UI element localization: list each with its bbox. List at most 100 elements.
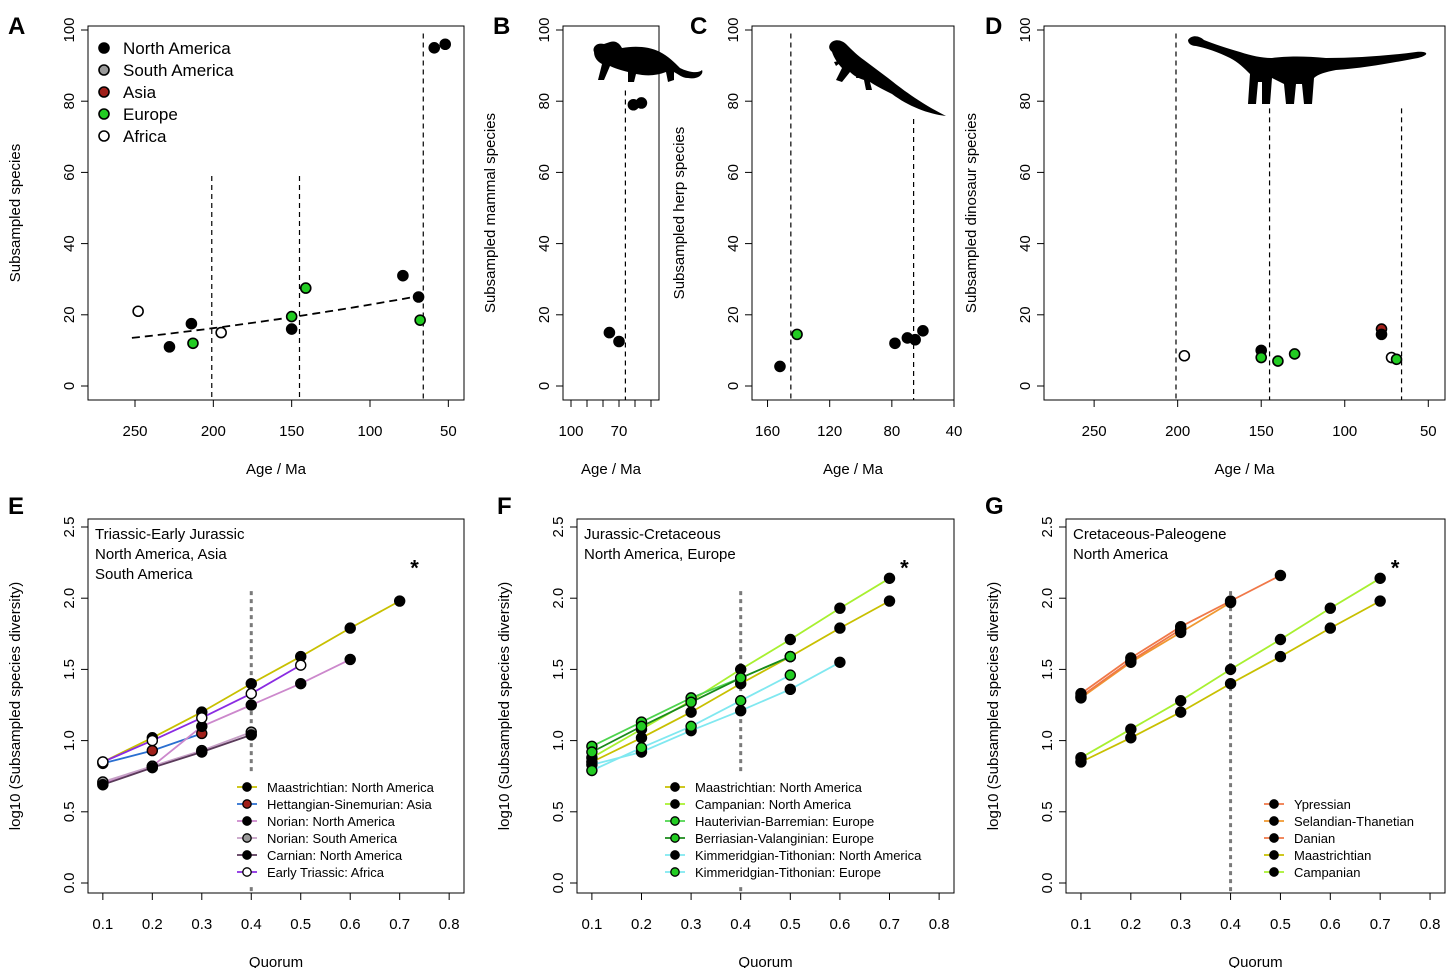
legend: Maastrichtian: North America Campanian: N… bbox=[661, 775, 951, 887]
y-tick-label: 0.5 bbox=[61, 801, 78, 822]
data-point bbox=[1390, 353, 1403, 366]
data-point bbox=[132, 305, 144, 318]
legend-label: Ypressian bbox=[1294, 797, 1351, 812]
mammal-silhouette-icon bbox=[593, 41, 703, 82]
data-point bbox=[1274, 650, 1287, 663]
y-axis-label: Subsampled species bbox=[7, 144, 24, 282]
panel-a: A 0 20 40 60 80 100 Subsampled species 250 200 150… bbox=[7, 13, 465, 478]
y-axis-label: log10 (Subsampled species diversity) bbox=[496, 582, 513, 830]
data-point bbox=[245, 699, 257, 711]
panel-title-line: Cretaceous-Paleogene bbox=[1073, 526, 1226, 543]
data-point bbox=[163, 341, 176, 353]
data-point bbox=[1224, 596, 1237, 609]
data-point bbox=[187, 337, 199, 350]
data-point bbox=[97, 756, 109, 768]
x-axis: 250 200 150 100 50 Age / Ma bbox=[1082, 399, 1437, 478]
data-point bbox=[889, 337, 901, 350]
legend-marker bbox=[670, 850, 680, 860]
x-tick-label: 50 bbox=[440, 423, 457, 440]
data-point bbox=[1174, 623, 1187, 636]
panel-e: E 0.0 0.5 1.0 1.5 2.0 2.5 log10 (Subsampled spe… bbox=[7, 493, 465, 968]
y-tick-label: 100 bbox=[61, 17, 78, 42]
data-point bbox=[428, 41, 441, 54]
data-point bbox=[1375, 328, 1388, 341]
y-tick-label: 20 bbox=[536, 306, 553, 323]
x-axis-label: Quorum bbox=[738, 954, 792, 968]
data-point bbox=[1178, 349, 1191, 362]
y-tick-label: 0 bbox=[725, 382, 742, 390]
data-point bbox=[245, 729, 257, 741]
y-tick-label: 0.0 bbox=[550, 873, 567, 894]
data-point bbox=[215, 326, 227, 339]
x-tick-label: 160 bbox=[755, 423, 780, 440]
sauropod-silhouette-icon bbox=[1188, 36, 1427, 104]
panel-title-line: Jurassic-Cretaceous bbox=[584, 526, 721, 543]
y-tick-label: 2.5 bbox=[1039, 517, 1056, 538]
x-tick-label: 0.8 bbox=[1420, 916, 1441, 933]
y-tick-label: 100 bbox=[1017, 17, 1034, 42]
data-point bbox=[285, 323, 298, 335]
lizard-body bbox=[829, 40, 946, 116]
data-point bbox=[784, 650, 797, 663]
data-point bbox=[613, 335, 625, 348]
data-point bbox=[344, 653, 356, 666]
y-tick-label: 80 bbox=[61, 93, 78, 110]
x-axis-label: Age / Ma bbox=[581, 461, 642, 478]
legend-marker bbox=[242, 816, 252, 826]
y-tick-label: 40 bbox=[61, 235, 78, 252]
y-tick-label: 100 bbox=[725, 17, 742, 42]
data-point bbox=[1224, 677, 1237, 690]
data-point bbox=[1125, 723, 1137, 735]
x-tick-label: 0.8 bbox=[929, 916, 950, 933]
x-tick-label: 150 bbox=[1249, 423, 1274, 440]
legend-label: Asia bbox=[123, 83, 157, 102]
legend-label: Selandian-Thanetian bbox=[1294, 814, 1414, 829]
x-axis: 160 120 80 40 Age / Ma bbox=[755, 399, 962, 478]
x-tick-label: 0.5 bbox=[290, 916, 311, 933]
x-tick-label: 0.2 bbox=[631, 916, 652, 933]
legend-marker bbox=[242, 850, 252, 860]
y-tick-label: 80 bbox=[1017, 93, 1034, 110]
data-point bbox=[685, 706, 697, 718]
legend-marker bbox=[242, 782, 252, 792]
x-axis: 0.1 0.2 0.3 0.4 0.5 0.6 0.7 0.8 Quorum bbox=[1071, 892, 1441, 968]
data-point bbox=[685, 696, 697, 708]
x-axis: 250 200 150 100 50 Age / Ma bbox=[122, 399, 457, 478]
legend-marker bbox=[670, 782, 680, 792]
panel-g: G 0.0 0.5 1.0 1.5 2.0 2.5 log10 (Subsampled spe… bbox=[985, 493, 1446, 968]
legend-label: Carnian: North America bbox=[267, 848, 403, 863]
legend-label: Early Triassic: Africa bbox=[267, 865, 385, 880]
data-point bbox=[1288, 348, 1301, 360]
x-tick-label: 0.4 bbox=[241, 916, 262, 933]
legend: Maastrichtian: North America Hettangian-S… bbox=[233, 775, 461, 887]
y-tick-label: 1.0 bbox=[1039, 730, 1056, 751]
data-point bbox=[299, 282, 312, 294]
data-point bbox=[1255, 351, 1268, 364]
x-axis-label: Age / Ma bbox=[1214, 461, 1275, 478]
data-point bbox=[734, 704, 747, 717]
x-tick-label: 0.1 bbox=[581, 916, 602, 933]
legend-marker bbox=[98, 108, 110, 120]
legend-label: Africa bbox=[123, 127, 167, 146]
y-tick-label: 80 bbox=[536, 93, 553, 110]
data-point bbox=[439, 38, 452, 51]
significance-asterisk: * bbox=[900, 555, 909, 580]
y-axis: 0.0 0.5 1.0 1.5 2.0 2.5 log10 (Subsampled spec… bbox=[496, 517, 577, 894]
significance-asterisk: * bbox=[1391, 555, 1400, 580]
data-point bbox=[1272, 355, 1284, 367]
legend-label: Campanian: North America bbox=[695, 797, 852, 812]
x-axis-label: Age / Ma bbox=[823, 461, 884, 478]
data-point bbox=[784, 669, 797, 681]
y-tick-label: 2.0 bbox=[61, 588, 78, 609]
panel-b: B 0 20 40 60 80 100 Subsampled mammal species 10… bbox=[482, 13, 660, 478]
panel-f: F 0.0 0.5 1.0 1.5 2.0 2.5 log10 (Subsampled spe… bbox=[496, 493, 955, 968]
x-tick-label: 250 bbox=[1082, 423, 1107, 440]
y-axis: 0.0 0.5 1.0 1.5 2.0 2.5 log10 (Subsampled spec… bbox=[7, 517, 88, 893]
data-point bbox=[1174, 695, 1187, 707]
x-tick-label: 50 bbox=[1420, 423, 1437, 440]
legend-background bbox=[661, 775, 951, 887]
x-tick-label: 100 bbox=[1332, 423, 1357, 440]
data-point bbox=[883, 572, 896, 584]
x-tick-label: 0.7 bbox=[389, 916, 410, 933]
legend-marker bbox=[1269, 867, 1279, 877]
